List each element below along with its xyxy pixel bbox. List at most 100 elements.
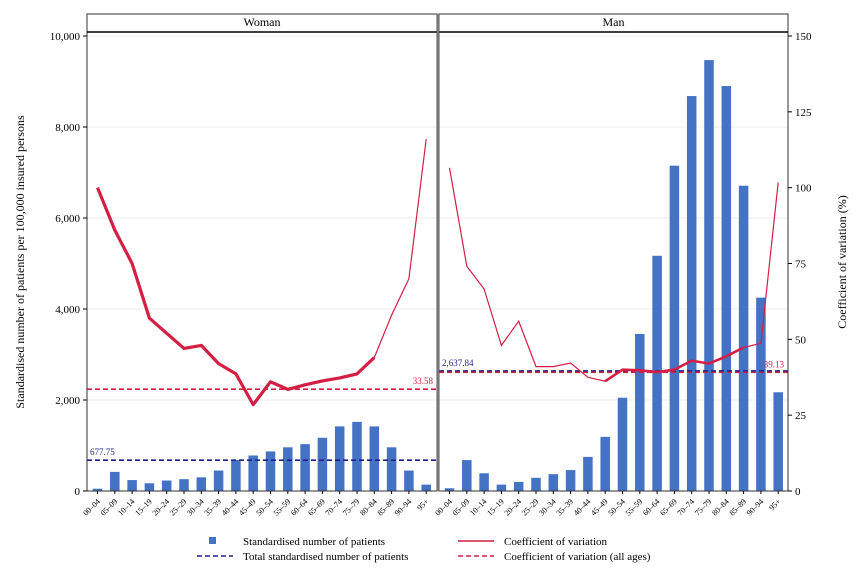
bar-woman-17 <box>386 447 397 491</box>
x-tick-label-man: 65–69 <box>658 497 679 518</box>
bar-man-17 <box>738 185 749 491</box>
x-tick-label-woman: 05–09 <box>99 497 120 518</box>
bar-man-3 <box>496 484 507 491</box>
legend-label-2: Total standardised number of patients <box>243 551 408 563</box>
y-right-tick-label: 125 <box>795 107 812 119</box>
y-right-tick-label: 50 <box>795 334 807 346</box>
bar-woman-13 <box>317 437 328 491</box>
legend-swatch-bars <box>209 537 216 544</box>
x-tick-label-man: 75–79 <box>693 497 714 518</box>
x-tick-label-woman: 60–64 <box>289 497 310 518</box>
x-tick-label-man: 45–49 <box>589 497 610 518</box>
x-tick-label-man: 20–24 <box>503 497 524 518</box>
x-tick-label-woman: 75–79 <box>341 497 362 518</box>
x-tick-label-man: 55–59 <box>624 497 645 518</box>
bar-man-0 <box>444 488 455 491</box>
cv-line-woman <box>96 139 427 406</box>
cv-all-label-woman: 33.58 <box>413 376 434 386</box>
bar-man-6 <box>548 474 559 491</box>
bar-man-2 <box>479 473 489 491</box>
y-left-tick-label: 0 <box>75 486 81 498</box>
bar-woman-10 <box>265 451 276 491</box>
x-tick-label-man: 40–44 <box>572 497 593 518</box>
bar-woman-7 <box>213 470 224 491</box>
legend-label-3: Coefficient of variation (all ages) <box>504 551 651 563</box>
bar-woman-14 <box>334 426 345 491</box>
x-tick-label-woman: 10–14 <box>116 497 137 518</box>
bar-man-16 <box>721 86 732 492</box>
bar-man-11 <box>635 334 645 491</box>
y-right-tick-label: 0 <box>795 486 801 498</box>
legend-label-1: Coefficient of variation <box>504 536 608 548</box>
y-right-tick-label: 25 <box>795 410 807 422</box>
bar-man-14 <box>686 96 697 491</box>
x-tick-label-man: 25–29 <box>520 497 541 518</box>
bar-man-4 <box>513 481 524 491</box>
bar-woman-18 <box>404 470 414 491</box>
x-tick-label-woman: 90–94 <box>393 497 414 518</box>
bar-man-9 <box>600 436 610 491</box>
bar-woman-5 <box>179 479 189 491</box>
bar-woman-11 <box>283 447 293 491</box>
x-tick-label-woman: 30–34 <box>185 497 206 518</box>
cv-all-label-man: 39.13 <box>764 359 785 369</box>
y-left-tick-label: 8,000 <box>55 122 80 134</box>
y-axis-left-title: Standardised number of patients per 100,… <box>13 115 27 409</box>
x-tick-label-woman: 95+ <box>415 497 431 513</box>
x-tick-label-woman: 85–89 <box>376 497 397 518</box>
x-tick-label-woman: 20–24 <box>151 497 172 518</box>
x-tick-label-man: 95+ <box>767 497 783 513</box>
x-tick-label-man: 35–39 <box>555 497 576 518</box>
panel-frames: Woman Man <box>86 13 789 492</box>
bar-man-19 <box>773 392 783 491</box>
bar-woman-0 <box>92 488 103 491</box>
x-tick-label-man: 60–64 <box>641 497 662 518</box>
bars-layer <box>92 60 783 492</box>
bar-woman-9 <box>248 455 258 491</box>
x-tick-label-woman: 80–84 <box>358 497 379 518</box>
x-tick-label-man: 00–04 <box>433 497 454 518</box>
x-tick-label-man: 90–94 <box>745 497 766 518</box>
bar-woman-12 <box>300 444 310 491</box>
cv-line-bold-man <box>604 346 745 383</box>
bar-man-5 <box>531 477 541 491</box>
x-tick-label-woman: 45–49 <box>237 497 258 518</box>
y-left-tick-label: 4,000 <box>55 304 80 316</box>
bar-man-7 <box>565 470 576 491</box>
y-left-tick-label: 2,000 <box>55 395 80 407</box>
panel-title-woman: Woman <box>243 15 280 29</box>
y-left-tick-label: 10,000 <box>50 31 81 43</box>
x-tick-label-woman: 55–59 <box>272 497 293 518</box>
y-right-tick-label: 150 <box>795 31 812 43</box>
x-tick-label-woman: 40–44 <box>220 497 241 518</box>
x-tick-label-man: 30–34 <box>537 497 558 518</box>
x-tick-label-woman: 70–74 <box>324 497 345 518</box>
x-tick-label-woman: 50–54 <box>254 497 275 518</box>
x-tick-label-woman: 65–69 <box>306 497 327 518</box>
y-right-tick-label: 100 <box>795 183 812 195</box>
reference-lines-layer: 677.75 33.58 2,637.84 39.13 <box>87 358 788 461</box>
bar-woman-8 <box>231 460 241 491</box>
y-axis-right-title: Coefficient of variation (%) <box>835 195 849 328</box>
total-label-man: 2,637.84 <box>442 358 474 368</box>
bar-man-8 <box>583 456 593 491</box>
x-tick-label-woman: 35–39 <box>203 497 224 518</box>
x-tick-label-man: 70–74 <box>676 497 697 518</box>
panel-frame-man <box>438 13 789 492</box>
x-tick-label-man: 10–14 <box>468 497 489 518</box>
bar-man-18 <box>756 297 766 491</box>
total-label-woman: 677.75 <box>90 447 115 457</box>
bar-woman-2 <box>127 480 137 491</box>
bar-woman-19 <box>421 484 431 491</box>
y-right-tick-label: 75 <box>795 259 807 271</box>
bar-man-10 <box>617 397 628 491</box>
x-tick-label-woman: 25–29 <box>168 497 189 518</box>
x-tick-label-man: 85–89 <box>728 497 749 518</box>
bar-woman-1 <box>110 471 120 491</box>
cv-lines-layer <box>96 139 779 407</box>
panel-frame-woman <box>86 13 438 492</box>
bar-man-1 <box>462 460 472 491</box>
cv-line-bold-woman <box>96 187 376 407</box>
x-tick-label-man: 80–84 <box>710 497 731 518</box>
